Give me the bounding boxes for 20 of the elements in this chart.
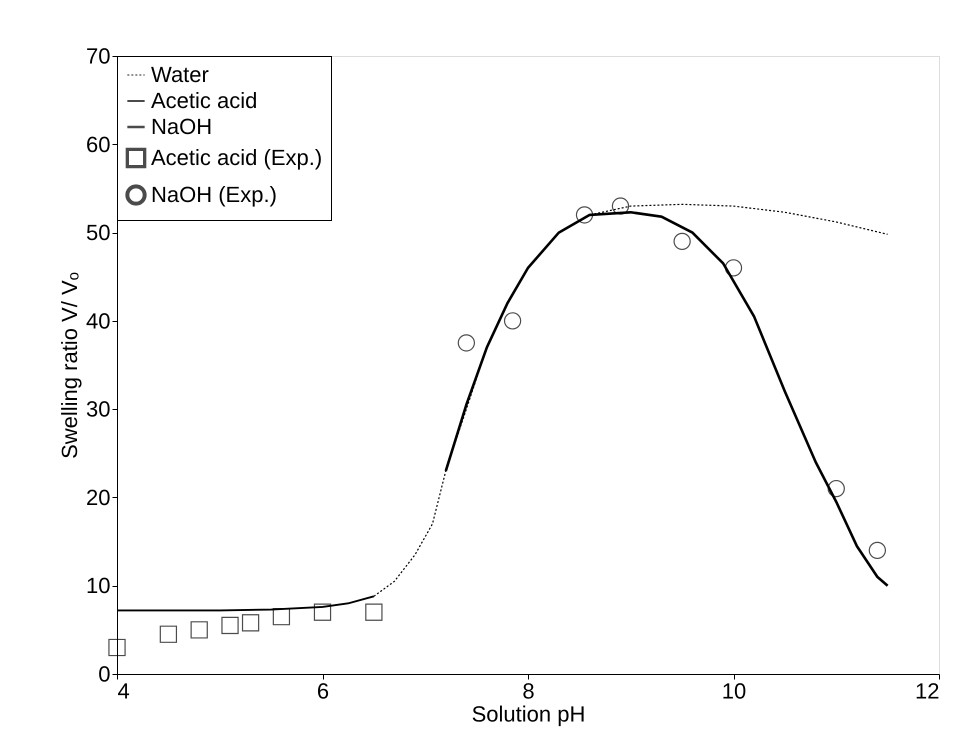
y-tick-label: 60 — [86, 132, 110, 157]
y-axis-title: Swelling ratio V/ Vₒ — [57, 272, 82, 459]
y-tick-label: 70 — [86, 44, 110, 68]
y-tick-label: 40 — [86, 308, 110, 334]
y-tick-label: 50 — [86, 220, 110, 246]
legend-label: NaOH — [151, 114, 212, 139]
x-tick-label: 4 — [118, 678, 130, 704]
x-axis-title: Solution pH — [472, 702, 586, 726]
legend-label: Acetic acid — [151, 88, 258, 113]
y-tick-label: 30 — [86, 396, 110, 422]
y-tick-label: 10 — [86, 573, 110, 598]
x-tick-label: 8 — [522, 678, 535, 704]
y-tick-label: 0 — [98, 662, 110, 686]
x-tick-label: 12 — [915, 678, 940, 704]
legend-label: Water — [151, 62, 209, 87]
legend-label: Acetic acid (Exp.) — [151, 145, 322, 170]
y-tick-label: 20 — [86, 484, 110, 510]
x-tick-label: 6 — [316, 678, 330, 704]
x-tick-label: 10 — [722, 678, 746, 704]
legend-label: NaOH (Exp.) — [151, 182, 277, 207]
